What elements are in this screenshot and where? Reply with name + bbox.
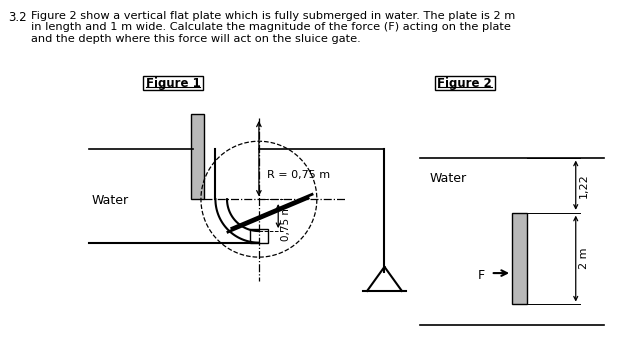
Text: and the depth where this force will act on the sluice gate.: and the depth where this force will act … (31, 34, 361, 44)
Text: R = 0,75 m: R = 0,75 m (267, 170, 330, 180)
Text: Figure 2: Figure 2 (437, 77, 492, 90)
Text: Figure 1: Figure 1 (146, 77, 200, 90)
Text: Water: Water (430, 172, 467, 185)
Text: 1,22: 1,22 (579, 173, 589, 197)
Bar (435, 76, 495, 90)
Text: in length and 1 m wide. Calculate the magnitude of the force (F) acting on the p: in length and 1 m wide. Calculate the ma… (31, 23, 510, 32)
Text: Water: Water (91, 194, 129, 207)
Bar (143, 76, 203, 90)
Text: 2 m: 2 m (579, 248, 589, 269)
Text: Figure 2 show a vertical flat plate which is fully submerged in water. The plate: Figure 2 show a vertical flat plate whic… (31, 11, 515, 21)
Bar (191, 114, 204, 199)
Text: F: F (478, 269, 485, 282)
Bar (251, 229, 268, 243)
Text: 3.2: 3.2 (8, 11, 27, 24)
Text: 0,75 m: 0,75 m (281, 204, 291, 241)
Bar (512, 213, 528, 304)
